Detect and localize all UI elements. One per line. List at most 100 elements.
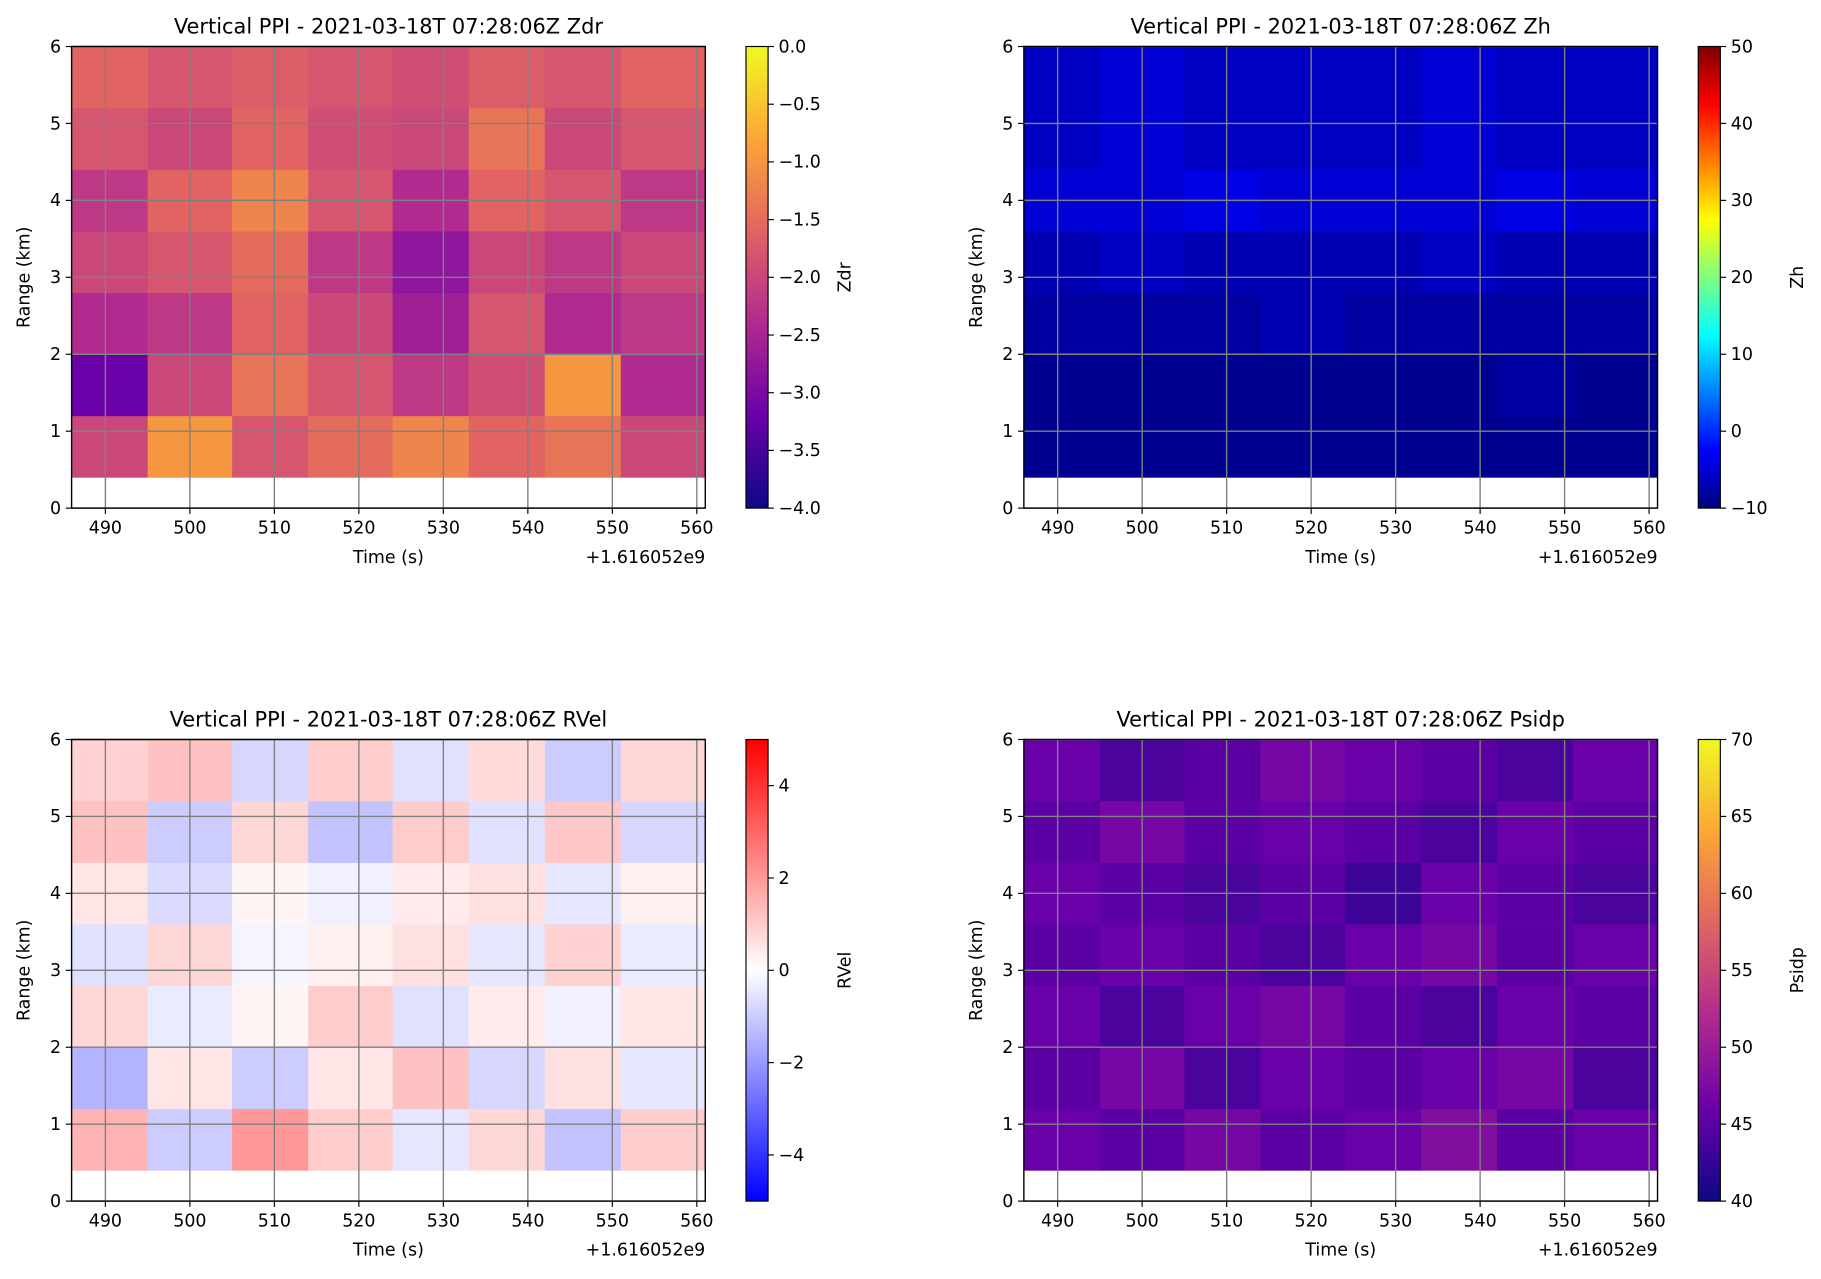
heatmap-cell (468, 231, 546, 294)
x-tick-label: 560 (1632, 519, 1665, 539)
y-tick-label: 1 (1002, 1115, 1013, 1135)
heatmap-cell (1420, 985, 1498, 1048)
heatmap-cell (620, 108, 706, 170)
heatmap-cell (308, 354, 394, 417)
x-offset-label: +1.616052e9 (586, 1241, 706, 1261)
heatmap-cell (232, 1047, 309, 1110)
x-tick-label: 530 (427, 1212, 460, 1232)
heatmap-cell (1260, 801, 1346, 863)
colorbar-tick-label: 70 (1731, 730, 1753, 750)
heatmap-cell (1344, 1108, 1422, 1171)
y-tick-label: 3 (50, 961, 61, 981)
colorbar-tick-label: 30 (1731, 191, 1753, 211)
heatmap-cell (392, 292, 470, 355)
heatmap-cell (71, 924, 148, 987)
heatmap-cell (1260, 1108, 1346, 1171)
heatmap-cell (1260, 292, 1346, 355)
colorbar (1697, 45, 1721, 509)
heatmap-cell (392, 924, 470, 987)
heatmap-cell (1420, 231, 1498, 294)
heatmap-cell (1260, 985, 1346, 1048)
colorbar-tick-label: −4.0 (779, 499, 821, 519)
heatmap-cell (1184, 415, 1261, 478)
heatmap-cell (1497, 46, 1574, 109)
heatmap-cell (1573, 231, 1658, 294)
heatmap-cell (1023, 924, 1101, 987)
heatmap-cell (1573, 415, 1658, 478)
y-tick-label: 4 (50, 884, 61, 904)
heatmap-cell (1497, 1047, 1574, 1110)
heatmap-cell (1420, 46, 1498, 109)
heatmap-cell (1260, 108, 1346, 170)
heatmap-cell (1023, 739, 1101, 802)
heatmap-cell (1184, 108, 1261, 170)
heatmap-cell (1573, 1047, 1658, 1110)
colorbar (745, 45, 769, 509)
heatmap-cell (71, 46, 148, 109)
heatmap-cell (1573, 108, 1658, 170)
heatmap-cell (232, 46, 309, 109)
x-tick-label: 500 (1126, 1212, 1159, 1232)
heatmap-cell (468, 292, 546, 355)
colorbar-tick-label: 4 (779, 776, 790, 796)
y-tick-label: 2 (50, 345, 61, 365)
heatmap-cell (71, 1047, 148, 1110)
chart-title: Vertical PPI - 2021-03-18T 07:28:06Z Zdr (174, 15, 603, 39)
y-axis-label: Range (km) (967, 920, 987, 1022)
colorbar-tick-label: 0.0 (779, 37, 807, 57)
heatmap-cell (1420, 924, 1498, 987)
x-offset-label: +1.616052e9 (1538, 548, 1658, 568)
heatmap-cell (620, 1047, 706, 1110)
heatmap-cell (468, 1047, 546, 1110)
heatmap-cell (1497, 108, 1574, 170)
x-tick-label: 560 (1632, 1212, 1665, 1232)
heatmap-cell (1260, 924, 1346, 987)
colorbar-tick-label: −4 (779, 1146, 805, 1166)
heatmap-cell (468, 108, 546, 170)
x-tick-label: 530 (1379, 1212, 1412, 1232)
heatmap-cell (1023, 1108, 1101, 1171)
x-axis-label: Time (s) (1304, 1241, 1376, 1261)
colorbar-tick-label: 2 (779, 869, 790, 889)
colorbar-tick-label: 0 (1731, 422, 1742, 442)
x-tick-label: 540 (511, 519, 544, 539)
y-tick-label: 5 (50, 114, 61, 134)
heatmap-cell (392, 801, 470, 863)
heatmap-cell (392, 1047, 470, 1110)
heatmap-cell (71, 1108, 148, 1171)
heatmap-cell (232, 415, 309, 478)
heatmap-cell (544, 415, 622, 478)
heatmap-cell (232, 801, 309, 863)
x-tick-label: 560 (680, 1212, 713, 1232)
x-offset-label: +1.616052e9 (586, 548, 706, 568)
y-tick-label: 4 (50, 191, 61, 211)
y-tick-label: 1 (1002, 422, 1013, 442)
heatmap-cell (1344, 231, 1422, 294)
heatmap-cell (1420, 292, 1498, 355)
heatmap-cell (620, 985, 706, 1048)
heatmap-cell (71, 292, 148, 355)
heatmap-cell (1260, 231, 1346, 294)
heatmap-cell (544, 985, 622, 1048)
heatmap-cell (620, 801, 706, 863)
heatmap-cell (1420, 354, 1498, 417)
colorbar-label: Zh (1788, 266, 1808, 289)
chart-title: Vertical PPI - 2021-03-18T 07:28:06Z Psi… (1117, 708, 1565, 732)
heatmap-cell (468, 415, 546, 478)
heatmap-cell (1573, 739, 1658, 802)
heatmap-cell (232, 924, 309, 987)
y-tick-label: 0 (1002, 1192, 1013, 1212)
axes-frame (1023, 738, 1659, 1202)
heatmap-cell (1497, 739, 1574, 802)
heatmap-cell (232, 1108, 309, 1171)
x-tick-label: 490 (1041, 1212, 1074, 1232)
heatmap-cell (1023, 415, 1101, 478)
heatmap-cell (71, 231, 148, 294)
heatmap-cell (1260, 354, 1346, 417)
heatmap-cell (1344, 108, 1422, 170)
heatmap-cell (308, 108, 394, 170)
x-tick-label: 510 (258, 519, 291, 539)
heatmap-cell (1023, 1047, 1101, 1110)
heatmap-cell (308, 739, 394, 802)
heatmap-cell (392, 231, 470, 294)
